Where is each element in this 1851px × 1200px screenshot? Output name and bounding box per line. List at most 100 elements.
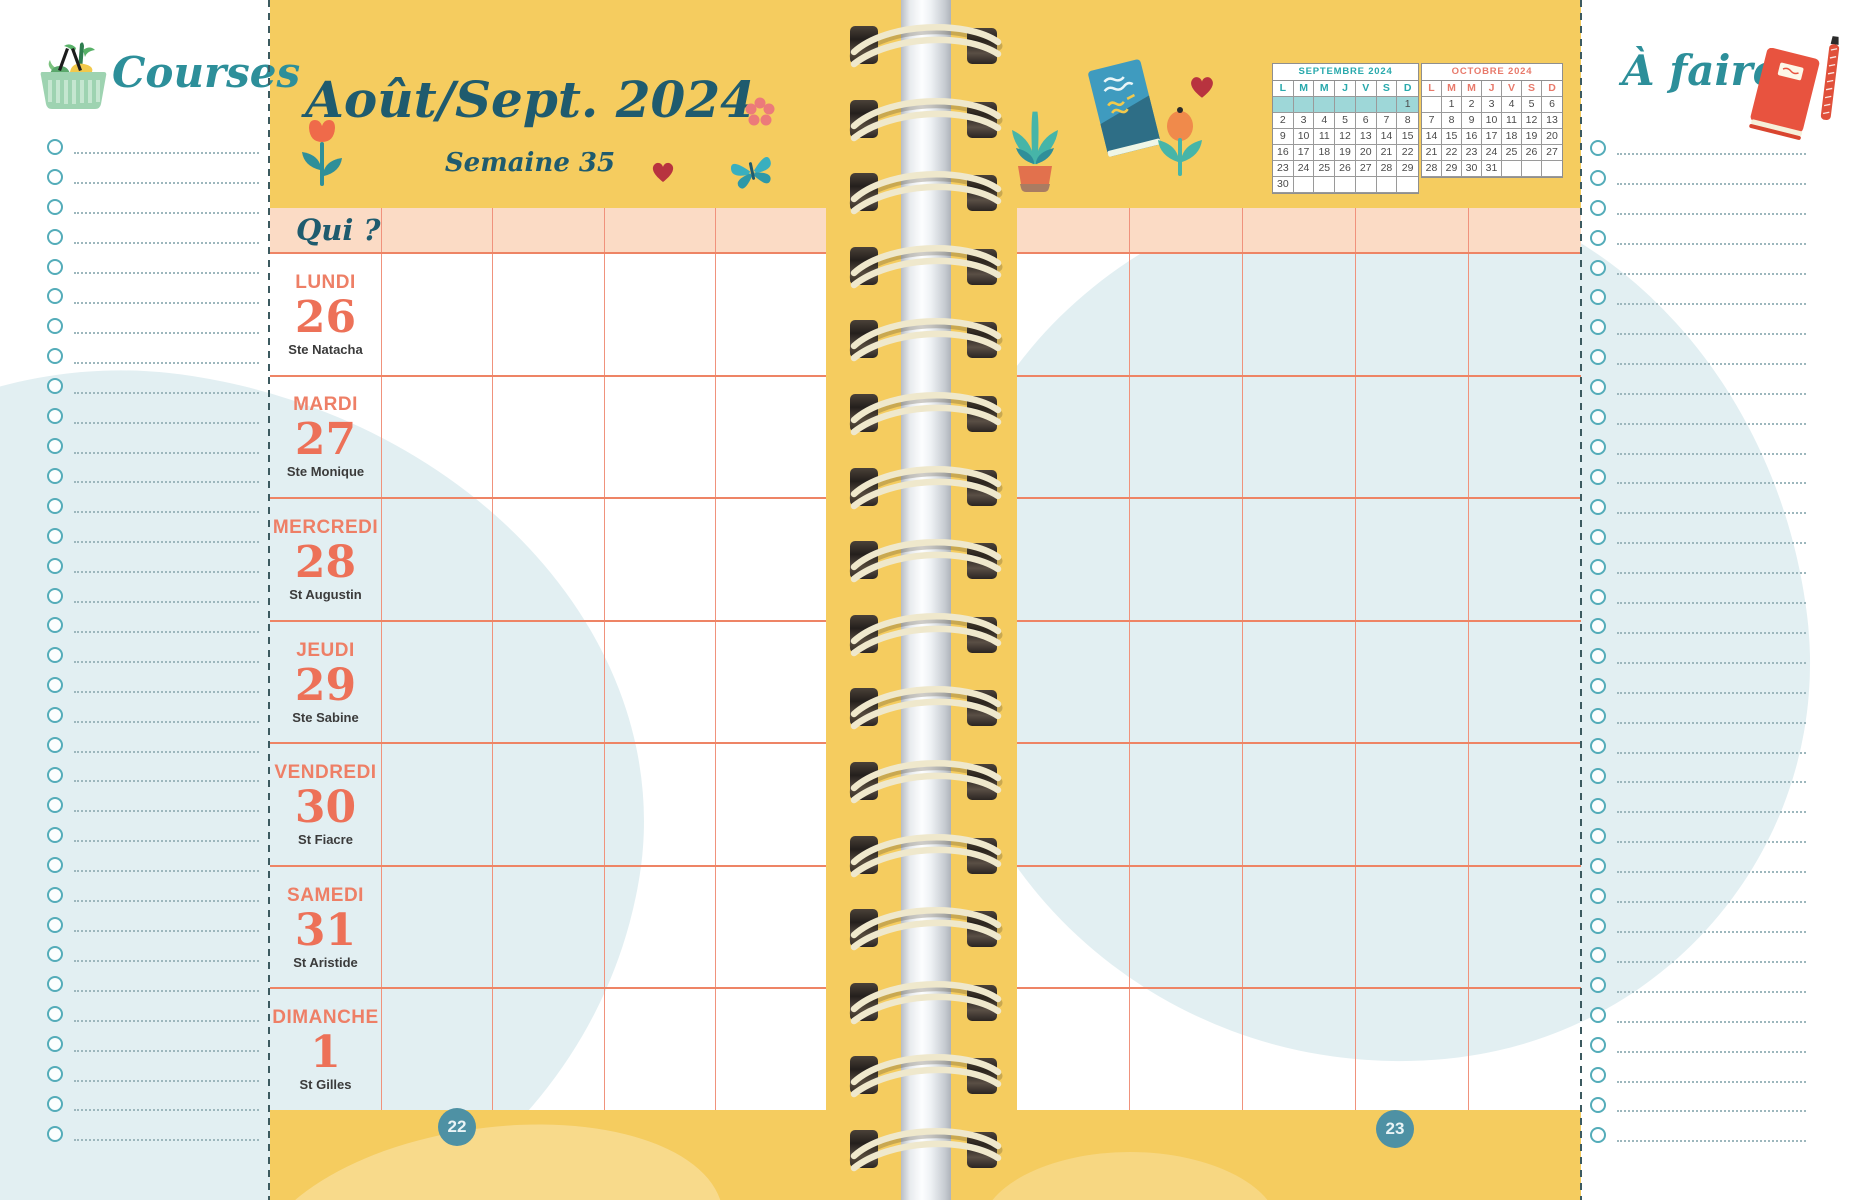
checklist-line[interactable] [74,151,259,155]
planner-cell[interactable] [492,866,603,988]
planner-cell[interactable] [381,499,492,620]
checkbox-circle[interactable] [47,886,63,903]
planner-cell[interactable] [1355,621,1468,743]
checklist-line[interactable] [74,570,259,574]
checkbox-circle[interactable] [1590,947,1606,964]
checklist-line[interactable] [1617,212,1806,216]
checklist-line[interactable] [74,181,259,185]
planner-cell[interactable] [1242,376,1355,498]
mini-calendar-day[interactable]: 3 [1293,113,1315,129]
planner-cell[interactable] [603,254,715,375]
mini-calendar-day[interactable]: 17 [1293,145,1315,161]
mini-calendar-day[interactable]: 10 [1293,129,1315,145]
checklist-line[interactable] [74,750,259,753]
checklist-line[interactable] [1617,751,1806,754]
mini-calendar-day[interactable]: 28 [1376,161,1398,177]
mini-calendar-day[interactable]: 19 [1335,145,1356,161]
checkbox-circle[interactable] [47,766,63,783]
mini-calendar-day[interactable]: 9 [1462,113,1482,129]
checkbox-circle[interactable] [47,497,63,514]
planner-cell[interactable] [381,989,492,1111]
checklist-line[interactable] [74,929,259,933]
checkbox-circle[interactable] [47,288,63,305]
mini-calendar-day[interactable]: 16 [1462,129,1482,145]
checkbox-circle[interactable] [1590,738,1606,755]
checkbox-circle[interactable] [47,438,63,455]
checklist-line[interactable] [74,630,259,633]
checkbox-circle[interactable] [47,168,63,185]
checkbox-circle[interactable] [47,647,63,664]
checklist-line[interactable] [1617,601,1806,605]
checklist-line[interactable] [74,1079,259,1082]
planner-cell[interactable] [1129,744,1242,865]
checkbox-circle[interactable] [1590,289,1606,306]
checkbox-circle[interactable] [47,707,63,724]
planner-cell[interactable] [1468,744,1581,865]
checkbox-circle[interactable] [1590,917,1606,934]
checklist-line[interactable] [74,660,259,663]
planner-cell[interactable] [1242,621,1355,743]
checkbox-circle[interactable] [1590,468,1606,485]
planner-cell[interactable] [1017,254,1129,375]
planner-cell[interactable] [603,866,715,988]
checklist-line[interactable] [1617,152,1806,156]
checkbox-circle[interactable] [1590,708,1606,725]
planner-cell[interactable] [603,989,715,1111]
checklist-line[interactable] [74,331,259,334]
checkbox-circle[interactable] [1590,1126,1606,1143]
who-header-cell[interactable] [1355,208,1468,252]
mini-calendar-day[interactable] [1314,97,1336,113]
checklist-line[interactable] [1617,1050,1806,1053]
checklist-line[interactable] [1617,960,1806,963]
mini-calendar-day[interactable]: 25 [1314,161,1336,177]
planner-cell[interactable] [1129,989,1242,1111]
checklist-line[interactable] [74,1108,259,1112]
checklist-line[interactable] [1617,840,1806,844]
checkbox-circle[interactable] [47,1066,63,1083]
planner-cell[interactable] [1129,866,1242,988]
checklist-line[interactable] [1617,242,1806,246]
planner-cell[interactable] [714,254,826,375]
mini-calendar-day[interactable]: 26 [1522,145,1542,161]
mini-calendar-day[interactable]: 27 [1355,161,1377,177]
planner-cell[interactable] [492,376,603,498]
checkbox-circle[interactable] [1590,439,1606,456]
mini-calendar-day[interactable]: 13 [1355,129,1377,145]
checklist-line[interactable] [74,1049,259,1052]
who-header-cell[interactable] [603,208,715,252]
mini-calendar-day[interactable]: 28 [1422,161,1442,177]
checklist-line[interactable] [1617,1139,1806,1143]
checklist-line[interactable] [74,809,259,813]
planner-cell[interactable] [603,376,715,498]
mini-calendar-day[interactable]: 16 [1273,145,1294,161]
planner-cell[interactable] [492,499,603,620]
checkbox-circle[interactable] [1590,618,1606,635]
checkbox-circle[interactable] [1590,827,1606,844]
planner-cell[interactable] [714,866,826,988]
checkbox-circle[interactable] [47,467,63,484]
mini-calendar-day[interactable]: 7 [1422,113,1442,129]
checkbox-circle[interactable] [1590,857,1606,874]
mini-calendar-day[interactable]: 20 [1355,145,1377,161]
checklist-line[interactable] [74,899,259,903]
checklist-line[interactable] [74,361,259,364]
checkbox-circle[interactable] [1590,887,1606,904]
checklist-line[interactable] [1617,272,1806,276]
checkbox-circle[interactable] [47,1095,63,1112]
checklist-line[interactable] [1617,362,1806,365]
checkbox-circle[interactable] [47,677,63,694]
planner-cell[interactable] [1129,621,1242,743]
mini-calendar-day[interactable]: 3 [1482,97,1502,113]
planner-cell[interactable] [714,989,826,1111]
checkbox-circle[interactable] [47,946,63,963]
checklist-line[interactable] [1617,1080,1806,1083]
mini-calendar-day[interactable]: 11 [1314,129,1336,145]
mini-calendar-day[interactable]: 14 [1376,129,1398,145]
planner-cell[interactable] [492,989,603,1111]
checkbox-circle[interactable] [1590,229,1606,246]
mini-calendar-day[interactable]: 10 [1482,113,1502,129]
planner-cell[interactable] [1129,376,1242,498]
checklist-line[interactable] [74,989,259,992]
checklist-line[interactable] [74,839,259,843]
mini-calendar-day[interactable] [1293,97,1315,113]
